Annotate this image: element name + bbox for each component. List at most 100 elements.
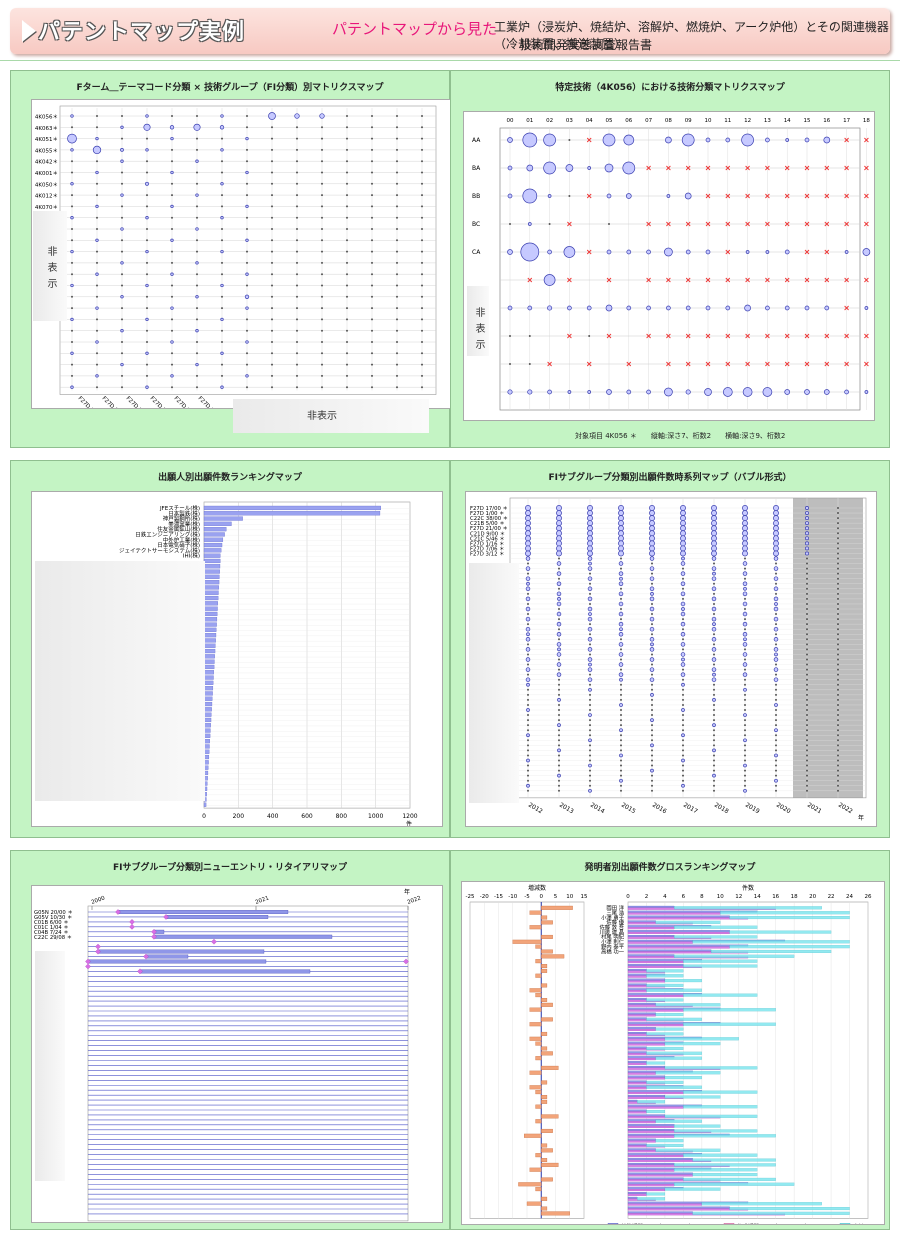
diff-bar [529, 988, 542, 993]
data-point [806, 724, 808, 727]
data-point [96, 386, 98, 389]
data-point [527, 693, 529, 696]
bubble-mark [525, 677, 531, 682]
data-point [171, 194, 173, 197]
data-point [682, 754, 684, 757]
bubble-mark [773, 525, 779, 532]
current-period-bar [627, 980, 666, 983]
data-point [246, 148, 248, 151]
data-point [96, 160, 98, 163]
bubble-mark [587, 606, 593, 612]
total-bar [646, 974, 684, 978]
base-period-bar [627, 1017, 647, 1020]
total-bar [655, 1148, 721, 1152]
data-point [396, 239, 398, 242]
diff-bar [541, 1177, 553, 1182]
data-bar [203, 564, 221, 569]
current-period-bar [627, 1106, 684, 1109]
bubble-mark [170, 306, 174, 310]
bubble-mark [650, 591, 654, 596]
bubble-mark [587, 505, 593, 511]
cross-mark [666, 333, 671, 339]
data-point [837, 714, 839, 717]
category-label: 佐藤 優 [606, 918, 624, 926]
data-point [196, 239, 198, 242]
bubble-mark [527, 389, 533, 395]
data-point [246, 216, 248, 219]
bubble-mark [587, 530, 593, 537]
bubble-mark [711, 545, 717, 552]
data-point [589, 784, 591, 787]
cross-mark [666, 221, 671, 227]
data-point [558, 784, 560, 787]
data-point [620, 567, 622, 570]
data-point [527, 739, 529, 742]
bubble-mark [67, 133, 77, 144]
data-point [806, 557, 808, 560]
panel-applicant-ranking: 出願人別出願件数ランキングマップ 0 200 400 600 800 1000 1200 件 J… [10, 460, 450, 838]
data-point [271, 341, 273, 343]
tick-label: 4 [663, 894, 667, 900]
current-period-bar [627, 1111, 647, 1114]
data-point [837, 587, 839, 590]
total-bar [701, 1202, 822, 1206]
bubble-mark [773, 520, 779, 527]
data-point [346, 363, 348, 366]
data-point [744, 658, 746, 661]
diff-bar [541, 1162, 559, 1167]
data-point [196, 374, 198, 377]
bubble-mark [588, 788, 592, 793]
data-point [713, 709, 715, 711]
bubble-mark [170, 340, 174, 344]
tick-label: 10 [717, 894, 724, 900]
data-point [775, 643, 777, 646]
row-label: C21B 5/00 ＊ [470, 520, 505, 527]
data-point [346, 137, 348, 140]
bubble-mark [742, 515, 748, 522]
bubble-mark [525, 647, 531, 652]
data-point [346, 171, 348, 174]
data-point [396, 295, 398, 298]
bubble-mark [666, 305, 671, 311]
data-point [589, 709, 591, 711]
data-point [558, 739, 560, 742]
data-bar [203, 580, 220, 585]
diff-bar [512, 939, 542, 944]
data-point [620, 764, 622, 767]
diff-bar [541, 1148, 553, 1153]
data-point [620, 759, 622, 762]
bubble-mark [145, 114, 149, 118]
bubble-mark [268, 112, 276, 120]
data-point [371, 273, 373, 276]
data-point [744, 648, 746, 651]
data-point [620, 709, 622, 711]
bubble-mark [618, 530, 624, 537]
data-point [589, 643, 591, 646]
data-point [121, 182, 123, 185]
bubble-mark [649, 677, 655, 682]
data-point [527, 673, 529, 676]
current-period-bar [627, 1174, 693, 1177]
bubble-mark [681, 758, 685, 763]
data-point [744, 557, 746, 560]
data-point [651, 784, 653, 787]
total-bar [674, 1124, 721, 1128]
bubble-mark [195, 362, 199, 367]
data-point [589, 749, 591, 752]
diff-bar [535, 944, 542, 949]
bubble-mark [680, 672, 686, 677]
bubble-mark [680, 550, 686, 557]
tick-label: 2018 [713, 802, 730, 816]
data-point [558, 618, 560, 621]
bubble-mark [120, 227, 124, 231]
data-point [620, 587, 622, 590]
bubble-mark [588, 687, 592, 692]
data-point [558, 658, 560, 661]
data-bar [203, 511, 381, 516]
bubble-mark [742, 545, 748, 552]
bubble-mark [587, 586, 593, 592]
bubble-mark [525, 637, 531, 642]
bubble-mark [773, 530, 779, 537]
data-point [221, 273, 223, 276]
bubble-mark [649, 566, 655, 571]
